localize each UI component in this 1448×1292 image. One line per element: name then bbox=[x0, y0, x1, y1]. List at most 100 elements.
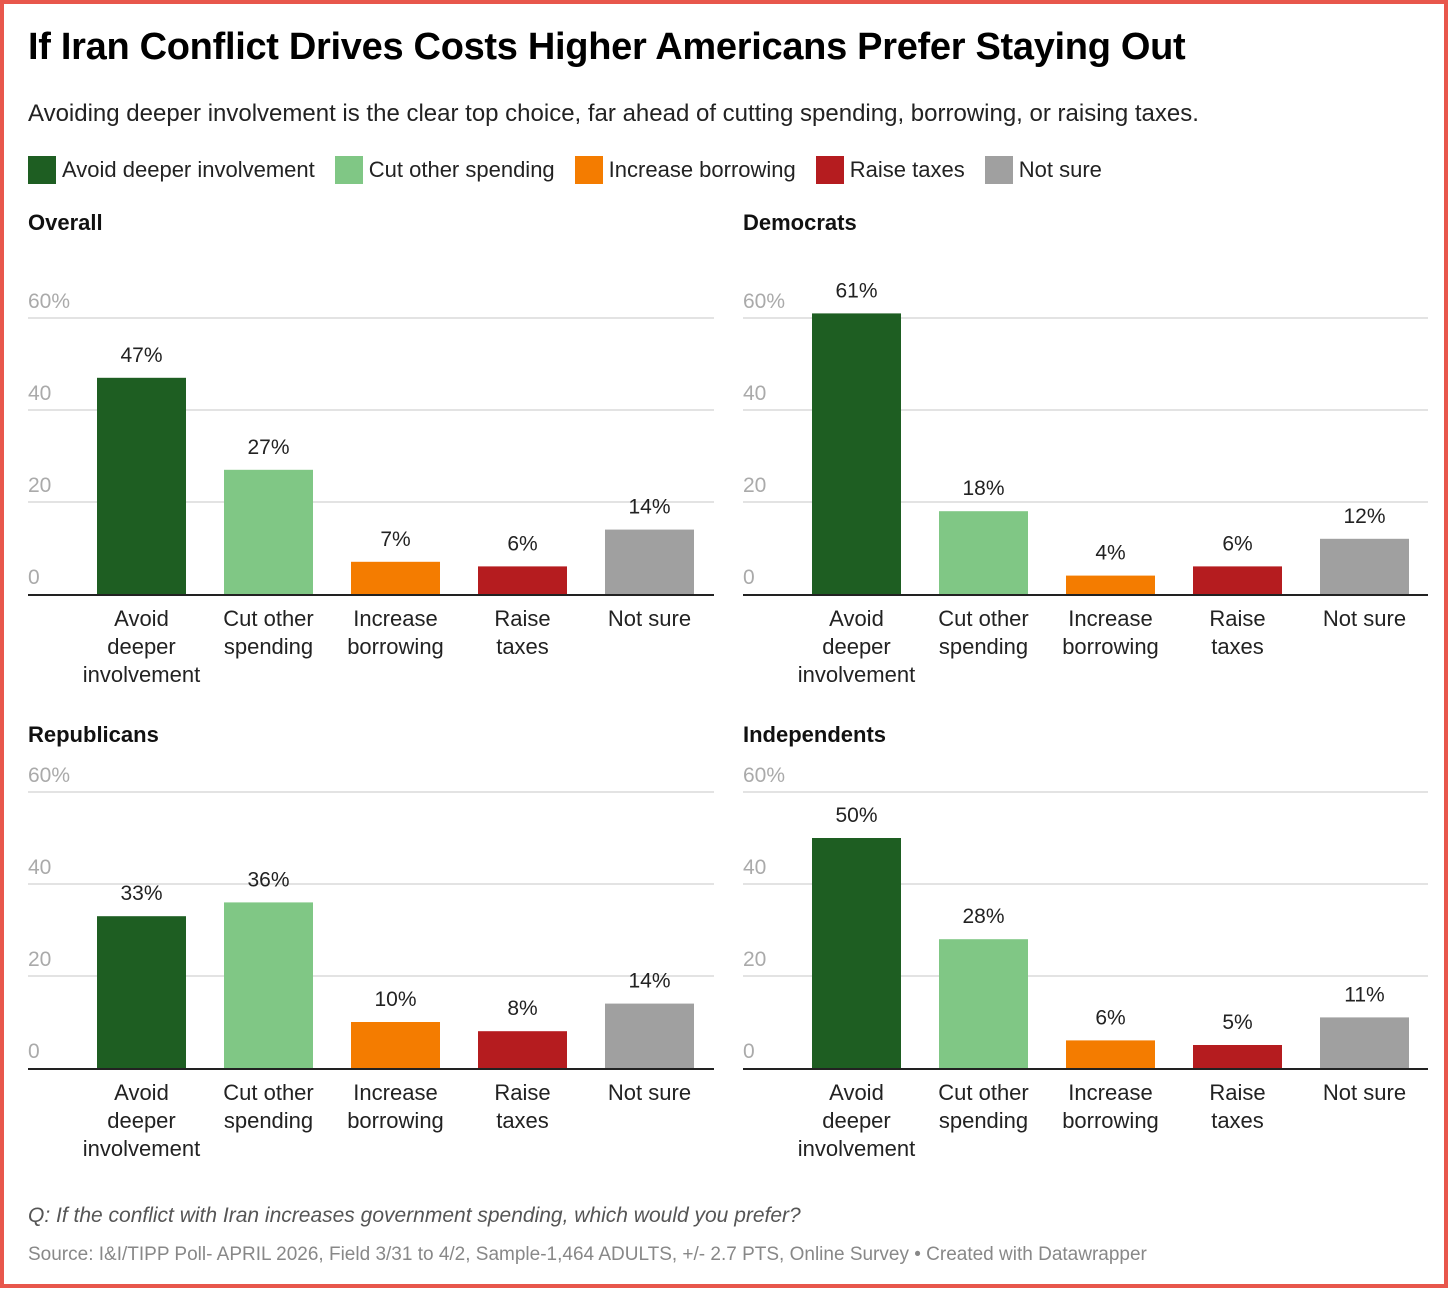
y-tick-label: 60% bbox=[743, 764, 785, 787]
y-tick-label: 20 bbox=[28, 948, 51, 971]
legend-label: Not sure bbox=[1018, 157, 1102, 182]
category-label: Avoid bbox=[829, 606, 884, 631]
legend-item-cut: Cut other spending bbox=[334, 156, 555, 184]
chart-subtitle: Avoiding deeper involvement is the clear… bbox=[28, 100, 1199, 127]
value-label: 6% bbox=[1222, 532, 1252, 555]
panel-title-democrats: Democrats bbox=[743, 210, 857, 235]
value-label: 14% bbox=[628, 496, 670, 519]
bar bbox=[605, 529, 694, 594]
category-label: Raise bbox=[494, 1080, 550, 1105]
y-tick-label: 20 bbox=[743, 474, 766, 497]
value-label: 47% bbox=[120, 344, 162, 367]
category-label: Cut other bbox=[938, 606, 1029, 631]
legend-swatch bbox=[334, 156, 363, 184]
category-label: Increase bbox=[1068, 606, 1152, 631]
category-label: Avoid bbox=[829, 1080, 884, 1105]
category-label: Not sure bbox=[608, 606, 691, 631]
category-label: taxes bbox=[1211, 1108, 1264, 1133]
category-label: Not sure bbox=[1323, 606, 1406, 631]
category-label: Not sure bbox=[608, 1080, 691, 1105]
y-tick-label: 60% bbox=[28, 764, 70, 787]
value-label: 8% bbox=[507, 997, 537, 1020]
value-label: 18% bbox=[962, 477, 1004, 500]
category-label: Avoid bbox=[114, 606, 169, 631]
value-label: 28% bbox=[962, 905, 1004, 928]
bar bbox=[1066, 1040, 1155, 1068]
category-label: deeper bbox=[107, 1108, 176, 1133]
category-label: spending bbox=[224, 634, 313, 659]
category-label: Cut other bbox=[938, 1080, 1029, 1105]
value-label: 14% bbox=[628, 970, 670, 993]
category-label: taxes bbox=[496, 1108, 549, 1133]
bar bbox=[939, 511, 1028, 594]
legend-swatch bbox=[984, 156, 1013, 184]
bar bbox=[224, 469, 313, 594]
value-label: 33% bbox=[120, 882, 162, 905]
category-label: deeper bbox=[107, 634, 176, 659]
value-label: 5% bbox=[1222, 1011, 1252, 1034]
category-label: borrowing bbox=[347, 634, 444, 659]
category-label: Raise bbox=[1209, 1080, 1265, 1105]
legend-item-notsure: Not sure bbox=[984, 156, 1102, 184]
bar bbox=[1193, 566, 1282, 594]
panel-title-independents: Independents bbox=[743, 722, 887, 747]
bar bbox=[1320, 1017, 1409, 1068]
value-label: 10% bbox=[374, 988, 416, 1011]
panel-title-overall: Overall bbox=[28, 210, 103, 235]
value-label: 50% bbox=[835, 804, 877, 827]
charts-canvas: 0 20 40 60% 47% Avoid deeper involvement 27% Cut … bbox=[28, 279, 1428, 1161]
category-label: involvement bbox=[83, 662, 200, 687]
y-tick-label: 20 bbox=[743, 948, 766, 971]
chart-notes: Q: If the conflict with Iran increases g… bbox=[28, 1204, 801, 1227]
bar bbox=[97, 377, 186, 594]
category-label: borrowing bbox=[347, 1108, 444, 1133]
value-label: 6% bbox=[1095, 1006, 1125, 1029]
bar bbox=[812, 313, 901, 594]
category-label: spending bbox=[939, 634, 1028, 659]
category-label: Cut other bbox=[223, 606, 314, 631]
category-label: involvement bbox=[798, 662, 915, 687]
legend-item-taxes: Raise taxes bbox=[815, 156, 965, 184]
category-label: taxes bbox=[496, 634, 549, 659]
bar bbox=[605, 1003, 694, 1068]
bar bbox=[1320, 538, 1409, 594]
value-label: 61% bbox=[835, 279, 877, 302]
category-label: borrowing bbox=[1062, 1108, 1159, 1133]
category-label: deeper bbox=[822, 1108, 891, 1133]
chart-title: If Iran Conflict Drives Costs Higher Ame… bbox=[28, 26, 1186, 68]
legend-label: Avoid deeper involvement bbox=[62, 157, 315, 182]
legend: Avoid deeper involvement Cut other spend… bbox=[28, 156, 1122, 184]
category-label: borrowing bbox=[1062, 634, 1159, 659]
bar bbox=[351, 1022, 440, 1068]
y-tick-label: 0 bbox=[28, 566, 40, 589]
bar bbox=[478, 1031, 567, 1068]
y-tick-label: 20 bbox=[28, 474, 51, 497]
category-label: involvement bbox=[798, 1136, 915, 1161]
legend-item-avoid: Avoid deeper involvement bbox=[28, 156, 315, 184]
bar bbox=[812, 838, 901, 1068]
category-label: spending bbox=[224, 1108, 313, 1133]
legend-label: Raise taxes bbox=[849, 157, 965, 182]
category-label: spending bbox=[939, 1108, 1028, 1133]
category-label: Increase bbox=[353, 606, 437, 631]
category-label: taxes bbox=[1211, 634, 1264, 659]
category-label: Increase bbox=[353, 1080, 437, 1105]
y-tick-label: 40 bbox=[28, 856, 51, 879]
bar bbox=[478, 566, 567, 594]
chart-source: Source: I&I/TIPP Poll- APRIL 2026, Field… bbox=[28, 1244, 1147, 1265]
legend-swatch bbox=[574, 156, 603, 184]
value-label: 11% bbox=[1344, 983, 1384, 1006]
bar bbox=[97, 916, 186, 1068]
category-label: Raise bbox=[1209, 606, 1265, 631]
legend-swatch bbox=[28, 156, 56, 184]
bar bbox=[351, 561, 440, 594]
category-label: deeper bbox=[822, 634, 891, 659]
legend-label: Cut other spending bbox=[368, 157, 555, 182]
y-tick-label: 0 bbox=[743, 566, 755, 589]
category-label: Avoid bbox=[114, 1080, 169, 1105]
category-label: Cut other bbox=[223, 1080, 314, 1105]
y-tick-label: 0 bbox=[743, 1040, 755, 1063]
value-label: 4% bbox=[1095, 542, 1125, 565]
y-tick-label: 60% bbox=[743, 290, 785, 313]
